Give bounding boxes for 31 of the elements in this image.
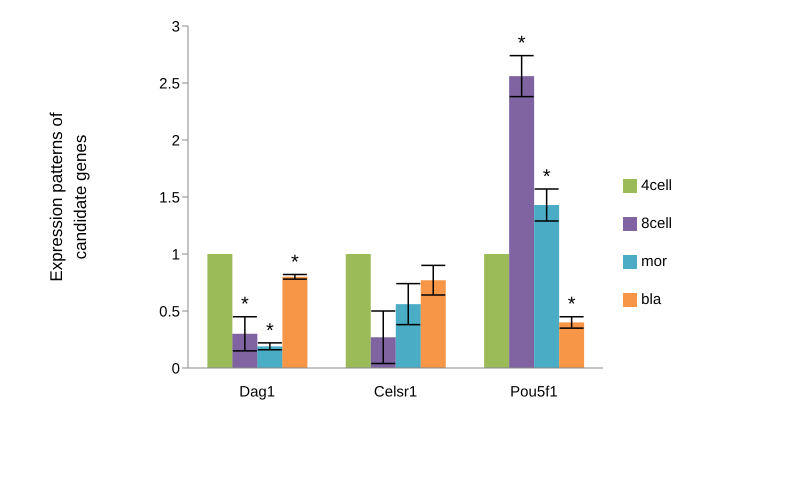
- legend-label: 8cell: [641, 215, 672, 232]
- bar: [346, 254, 371, 368]
- bar: [534, 204, 560, 368]
- data-label: *: [290, 252, 299, 274]
- bar: [484, 254, 510, 368]
- bar: [420, 280, 446, 368]
- legend-label: mor: [641, 253, 667, 270]
- y-tick-label: 1: [172, 246, 180, 264]
- y-axis-title: Expression patterns of candidate genes: [47, 112, 90, 282]
- data-label: *: [240, 294, 249, 316]
- y-tick-label: 0.5: [159, 303, 180, 320]
- bar: [509, 76, 534, 368]
- data-label: *: [518, 32, 526, 55]
- y-tick-label: 2: [172, 132, 180, 150]
- y-tick-label: 1.5: [159, 189, 180, 206]
- y-tick-label: 3: [172, 18, 180, 36]
- legend-label: bla: [641, 291, 662, 308]
- legend-label: 4cell: [641, 177, 672, 194]
- bar: [370, 337, 396, 368]
- x-tick-label: Pou5f1: [510, 384, 558, 401]
- y-tick-label: 0: [172, 360, 180, 378]
- bar: [559, 322, 584, 368]
- data-label: *: [542, 166, 551, 188]
- y-tick-label: 2.5: [159, 75, 180, 92]
- bar: [207, 254, 232, 368]
- bar: [396, 304, 421, 368]
- x-tick-label: Dag1: [239, 384, 276, 401]
- data-label: *: [568, 294, 576, 316]
- bar: [282, 276, 308, 368]
- x-tick-label: Celsr1: [374, 384, 418, 401]
- data-label: *: [266, 320, 274, 342]
